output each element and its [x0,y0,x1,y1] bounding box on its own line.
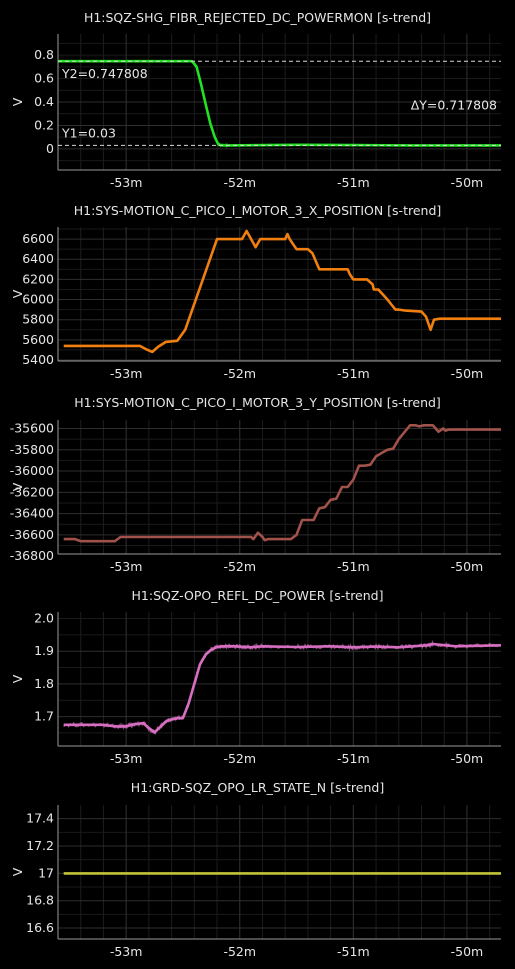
x-tick-label: -53m [110,175,143,190]
chart-title: H1:SQZ-SHG_FIBR_REJECTED_DC_POWERMON [s-… [83,10,432,25]
chart-panel-4[interactable]: H1:SQZ-OPO_REFL_DC_POWER [s-trend] 1.7 1.8… [0,588,515,776]
series-line [63,424,501,543]
x-tick-label: -52m [223,751,256,766]
chart-svg: 16.6 16.8 17 17.2 17.4 -53m -52m -51m -50m V [10,805,501,959]
series-line [63,229,501,354]
y-tick-label: -35600 [10,421,54,436]
x-tick-label: -52m [223,175,256,190]
chart-panel-3[interactable]: H1:SYS-MOTION_C_PICO_I_MOTOR_3_Y_POSITIO… [0,395,515,584]
y-tick-label: 0.6 [34,71,54,86]
x-tick-label: -50m [451,944,484,959]
y-tick-label: 16.6 [26,920,54,935]
y-tick-label: 2.0 [34,611,54,626]
x-tick-label: -51m [337,559,370,574]
y-tick-label: -36600 [10,527,54,542]
y-axis-label: V [10,867,25,876]
cursor-label: Y1=0.03 [61,125,116,140]
series [63,639,501,736]
y-tick-label: 0.2 [34,117,54,132]
chart-panel-1[interactable]: H1:SQZ-SHG_FIBR_REJECTED_DC_POWERMON [s-… [0,10,515,200]
chart-title: H1:GRD-SQZ_OPO_LR_STATE_N [s-trend] [130,780,385,795]
grid [57,34,501,170]
y-tick-label: 5400 [22,352,54,367]
x-tick-label: -52m [223,366,256,381]
x-tick-label: -51m [337,944,370,959]
series-noise [63,639,500,736]
y-tick-label: 6600 [22,231,54,246]
grid [57,420,501,554]
y-axis-label: V [10,674,25,683]
series [63,424,501,543]
y-tick-label: 6000 [22,292,54,307]
delta-label: ΔY=0.717808 [411,98,497,113]
chart-svg: 0 0.2 0.4 0.6 0.8 -53m -52m -51m -50m V Y2=0.74780… [10,34,501,190]
chart-svg: 1.7 1.8 1.9 2.0 -53m -52m -51m -50m V [10,611,501,766]
chart-title: H1:SYS-MOTION_C_PICO_I_MOTOR_3_Y_POSITIO… [74,395,441,410]
y-tick-label: -35800 [10,442,54,457]
series-line [63,642,501,734]
y-tick-label: -36200 [10,484,54,499]
y-axis-label: V [10,97,25,106]
y-tick-label: 0.4 [34,94,54,109]
series-line [58,59,501,147]
x-tick-label: -53m [110,559,143,574]
series [63,229,501,354]
y-tick-label: 6200 [22,271,54,286]
y-tick-label: -36000 [10,463,54,478]
cursor-label: Y2=0.747808 [61,66,148,81]
y-axis-label: V [10,482,25,491]
y-axis-label: V [10,289,25,298]
grid [57,227,501,361]
chart-panel-5[interactable]: H1:GRD-SQZ_OPO_LR_STATE_N [s-trend] 16.6 1… [0,780,515,969]
y-tick-label: 5800 [22,312,54,327]
chart-panel-2[interactable]: H1:SYS-MOTION_C_PICO_I_MOTOR_3_X_POSITIO… [0,203,515,391]
x-tick-label: -52m [223,559,256,574]
x-tick-label: -51m [337,751,370,766]
y-tick-label: 17.4 [26,811,54,826]
x-tick-label: -50m [451,559,484,574]
x-tick-label: -53m [110,751,143,766]
x-tick-label: -51m [337,366,370,381]
y-tick-label: 17.2 [26,838,54,853]
chart-svg: 5400 5600 5800 6000 6200 6400 6600 -53m -52m -51m… [10,227,501,381]
chart-title: H1:SQZ-OPO_REFL_DC_POWER [s-trend] [131,588,384,603]
x-tick-label: -50m [451,366,484,381]
chart-title: H1:SYS-MOTION_C_PICO_I_MOTOR_3_X_POSITIO… [73,203,442,218]
grid [57,612,501,746]
y-tick-label: -36800 [10,548,54,563]
y-tick-label: -36400 [10,506,54,521]
x-tick-label: -50m [451,175,484,190]
y-tick-label: 17 [38,865,54,880]
x-tick-label: -53m [110,944,143,959]
x-tick-label: -50m [451,751,484,766]
grid [57,805,501,939]
y-tick-label: 0.8 [34,47,54,62]
x-tick-label: -52m [223,944,256,959]
y-tick-label: 1.9 [34,643,54,658]
y-tick-label: 6400 [22,251,54,266]
chart-svg: -36800 -36600 -36400 -36200 -36000 -35800 -356… [10,420,501,574]
y-tick-label: 16.8 [26,893,54,908]
y-tick-label: 1.8 [34,676,54,691]
x-tick-label: -51m [337,175,370,190]
x-tick-label: -53m [110,366,143,381]
y-tick-label: 1.7 [34,709,54,724]
y-tick-label: 0 [46,141,54,156]
y-tick-label: 5600 [22,332,54,347]
